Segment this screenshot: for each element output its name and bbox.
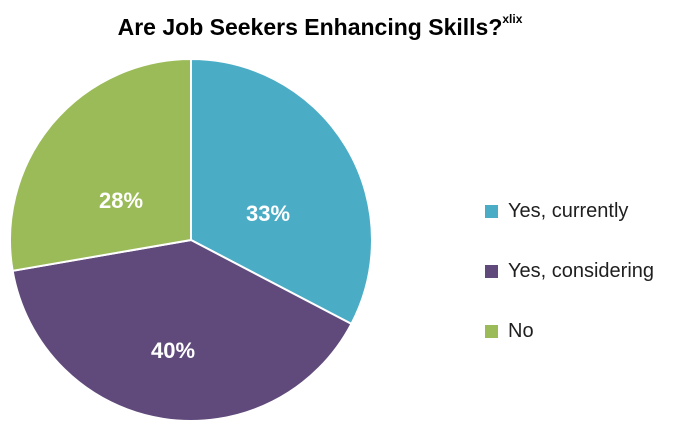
title-superscript: xlix (502, 12, 523, 26)
slice-data-label: 33% (246, 201, 290, 226)
pie-slice-yes-currently (190, 57, 373, 326)
legend-item-no: No (485, 316, 654, 346)
pie-slice-no (9, 57, 192, 272)
legend-label: No (508, 319, 534, 342)
legend-item-yes-currently: Yes, currently (485, 196, 654, 226)
legend: Yes, currently Yes, considering No (485, 196, 654, 376)
slice-data-label: 40% (151, 338, 195, 363)
chart-title: Are Job Seekers Enhancing Skills?xlix (117, 12, 523, 40)
legend-label: Yes, currently (508, 199, 629, 222)
pie-slice-yes-considering (11, 238, 353, 422)
legend-swatch (485, 264, 498, 278)
legend-item-yes-considering: Yes, considering (485, 256, 654, 286)
slice-data-label: 28% (99, 188, 143, 213)
legend-swatch (485, 204, 498, 218)
legend-label: Yes, considering (508, 259, 655, 282)
legend-swatch (485, 324, 498, 338)
